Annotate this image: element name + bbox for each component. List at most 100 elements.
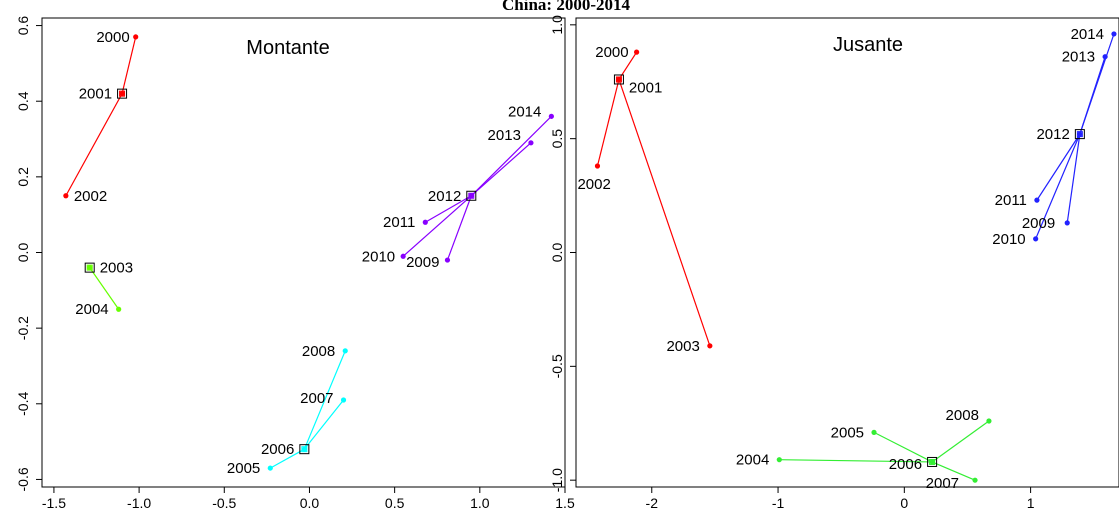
y-tick-label: -0.2 [15,316,31,340]
cluster-link [873,431,933,463]
point-label: 2007 [926,475,959,492]
cluster-link [931,461,976,481]
point-label: 2012 [428,188,461,205]
x-tick-label: -2 [646,495,659,511]
y-tick-label: -0.5 [549,354,565,378]
y-tick-label: 0.2 [15,167,31,187]
cluster-link [470,142,532,197]
data-point [468,193,474,199]
point-label: 2005 [227,460,260,477]
x-tick-label: 1.0 [470,495,490,511]
cluster-link [303,350,346,450]
cluster-center-inner [468,192,475,199]
cluster-link [269,448,305,469]
y-tick-label: 1.0 [549,15,565,35]
cluster-center-inner [301,446,308,453]
data-point [528,140,534,146]
cluster-center-inner [929,458,936,465]
point-label: 2010 [992,231,1025,248]
data-point [342,348,348,354]
y-tick-label: 0.4 [15,91,31,111]
x-tick-label: 1 [1027,495,1035,511]
point-label: 2003 [100,260,133,277]
point-label: 2012 [1036,126,1069,143]
point-label: 2005 [831,424,864,441]
point-label: 2006 [889,456,922,473]
cluster-center-marker [1074,129,1085,140]
cluster-link [446,195,472,261]
point-label: 2000 [96,29,129,46]
cluster-center-marker [117,88,128,99]
cluster-center-inner [1076,131,1083,138]
point-label: 2011 [995,192,1027,209]
data-point [1064,220,1070,226]
cluster-link [470,115,552,197]
cluster-link [1066,134,1081,223]
cluster-link [931,420,990,463]
data-point [119,91,125,97]
data-point [986,418,992,424]
cluster-link [89,267,120,310]
cluster-center-inner [615,76,622,83]
data-point [340,397,347,403]
point-label: 2008 [946,407,979,424]
cluster-link [1079,33,1115,135]
cluster-link [1036,133,1081,201]
x-tick-label: -1.5 [42,495,66,511]
cluster-link [618,79,711,347]
data-point [444,257,451,263]
x-tick-label: 0.5 [385,495,405,511]
y-tick-label: -1.0 [549,468,565,492]
cluster-center-marker [299,444,310,455]
point-label: 2001 [629,79,662,96]
point-label: 2013 [488,127,521,144]
cluster-link [596,79,620,167]
data-point [422,219,428,225]
x-tick-label: -0.5 [212,495,236,511]
x-tick-label: -1 [772,495,785,511]
data-point [1077,131,1083,137]
x-tick-label: 0 [900,495,908,511]
y-tick-label: -0.4 [15,392,31,416]
x-tick-label: -1.0 [127,495,151,511]
data-point [63,193,69,199]
cluster-link [402,195,472,257]
data-point [1111,31,1117,37]
cluster-link [425,195,472,223]
y-tick-label: 0.6 [15,16,31,36]
data-point [707,343,713,349]
y-tick-label: 0.0 [549,243,565,263]
point-label: 2008 [302,343,335,360]
point-label: 2004 [736,452,769,469]
x-tick-label: 0.0 [300,495,320,511]
point-label: 2009 [406,254,439,271]
data-point [634,49,640,55]
point-label: 2007 [300,390,333,407]
point-label: 2011 [383,214,415,231]
data-point [972,477,978,483]
point-label: 2014 [1071,26,1104,43]
x-tick-label: 1.5 [555,495,575,511]
point-label: 2002 [74,188,107,205]
plot-frame [41,17,566,488]
cluster-link [1035,133,1081,240]
panel-title: Montante [246,37,329,59]
data-point [1102,54,1108,60]
point-label: 2009 [1022,215,1055,232]
data-point [133,34,139,40]
data-point [1033,236,1039,242]
cluster-center-marker [613,74,624,85]
point-label: 2013 [1062,49,1095,66]
cluster-link [65,93,123,197]
data-point [776,457,782,463]
data-point [301,446,307,452]
cluster-center-inner [119,90,126,97]
data-point [87,265,93,271]
cluster-link [121,36,137,94]
data-point [116,306,122,312]
y-tick-label: 0.5 [549,129,565,149]
data-point [1034,197,1040,203]
cluster-center-marker [466,190,477,201]
cluster-center-marker [84,262,95,273]
